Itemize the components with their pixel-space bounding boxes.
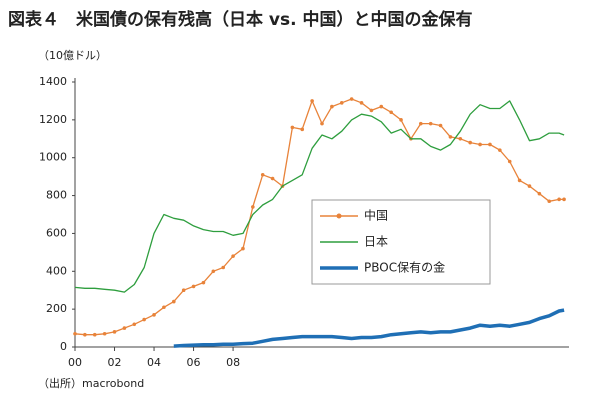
y-axis-label: （10億ドル） [38,49,107,62]
point-marker [122,326,127,330]
point-marker [557,197,561,202]
point-marker [438,123,443,128]
point-marker [181,288,186,293]
y-tick-label: 800 [46,189,67,202]
y-tick-label: 1000 [39,151,67,164]
point-marker [339,101,344,105]
point-marker [468,140,473,145]
point-marker [419,121,423,126]
point-marker [92,332,97,337]
x-tick-label: 04 [147,356,161,369]
y-tick-label: 600 [46,226,67,239]
point-marker [562,197,566,202]
point-marker [290,125,295,130]
point-marker [488,142,492,147]
point-marker [507,159,512,164]
x-tick-label: 00 [68,356,82,369]
point-marker [162,305,166,310]
point-marker [112,330,117,334]
point-marker [152,313,156,317]
point-marker [211,269,216,274]
point-marker [448,135,453,139]
chart-title: 図表４ 米国債の保有残高（日本 vs. 中国）と中国の金保有 [8,9,473,30]
source: （出所）macrobond [38,376,144,390]
point-marker [498,148,502,152]
point-marker [349,97,354,101]
point-marker [260,172,265,177]
point-marker [330,104,334,109]
point-marker [172,299,176,304]
point-marker [270,176,275,181]
point-marker [399,118,403,122]
legend-marker [336,213,342,219]
legend-label: 日本 [364,235,388,249]
y-tick-label: 200 [46,302,67,315]
point-marker [369,108,374,113]
point-marker [83,332,87,337]
point-marker [102,331,107,336]
point-marker [300,127,305,132]
series-line [74,100,565,293]
x-tick-label: 08 [226,356,240,369]
y-tick-label: 1400 [39,75,67,88]
x-tick-label: 06 [187,356,201,369]
legend-label: 中国 [364,208,388,223]
point-marker [359,101,364,105]
y-tick-label: 0 [60,340,67,353]
point-marker [221,265,225,270]
point-marker [458,136,463,141]
point-marker [231,254,235,258]
series-line [173,308,565,348]
point-marker [517,178,522,183]
y-tick-label: 1200 [39,113,67,126]
point-marker [73,331,77,336]
point-marker [547,199,552,204]
point-marker [251,205,255,209]
point-marker [537,191,542,196]
point-marker [310,99,314,103]
legend-label: PBOC保有の金 [364,260,445,275]
point-marker [527,184,532,188]
point-marker [320,121,324,126]
point-marker [389,110,393,115]
point-marker [478,142,482,147]
point-marker [379,104,384,109]
point-marker [132,322,137,327]
point-marker [142,317,146,322]
point-marker [241,246,245,251]
point-marker [428,121,433,126]
x-tick-label: 02 [108,356,122,369]
y-tick-label: 400 [46,264,67,277]
point-marker [201,280,206,285]
point-marker [191,284,196,289]
